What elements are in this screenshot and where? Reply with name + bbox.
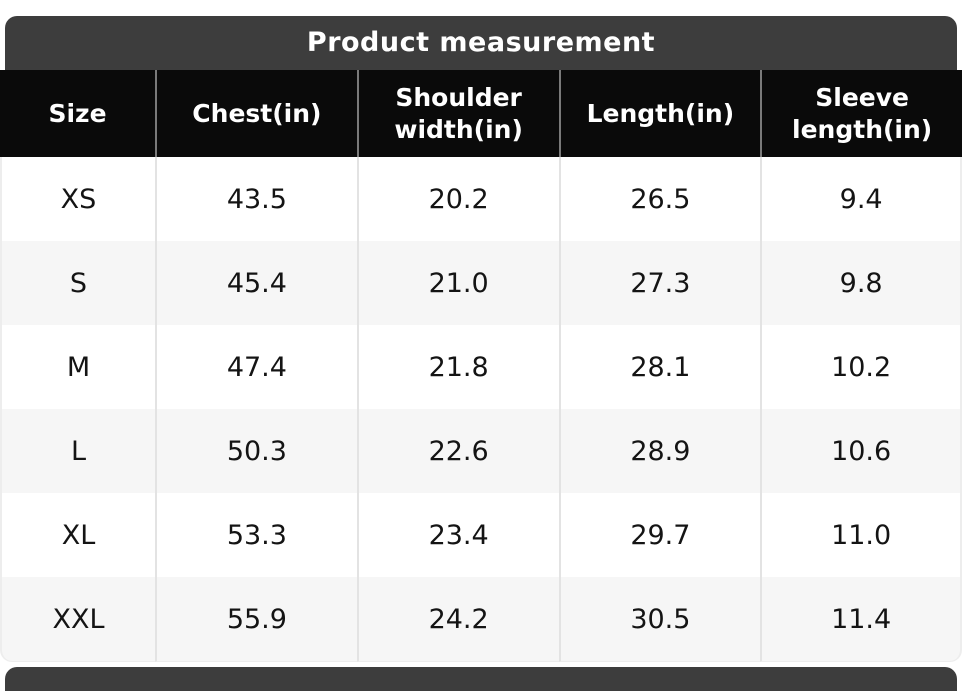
table-row: L 50.3 22.6 28.9 10.6 <box>0 409 962 493</box>
cell-chest-in: 53.3 <box>155 493 357 577</box>
cell-sleeve-length-in: 11.0 <box>760 493 962 577</box>
column-header-chest-in: Chest(in) <box>155 70 357 157</box>
cell-length-in: 28.1 <box>558 325 761 409</box>
column-header-sleeve-length-in: Sleeve length(in) <box>760 70 962 157</box>
table-row: S 45.4 21.0 27.3 9.8 <box>0 241 962 325</box>
cell-chest-in: 55.9 <box>155 577 357 662</box>
cell-shoulder-width-in: 23.4 <box>356 493 559 577</box>
cell-sleeve-length-in: 11.4 <box>760 577 962 662</box>
cell-sleeve-length-in: 10.2 <box>760 325 962 409</box>
cell-length-in: 30.5 <box>558 577 761 662</box>
cell-length-in: 26.5 <box>558 157 761 241</box>
table-row: XXL 55.9 24.2 30.5 11.4 <box>0 577 962 662</box>
table-title: Product measurement <box>5 16 957 70</box>
table-row: XS 43.5 20.2 26.5 9.4 <box>0 157 962 241</box>
cell-size: S <box>0 241 155 325</box>
cell-shoulder-width-in: 20.2 <box>356 157 559 241</box>
column-header-shoulder-width-in: Shoulder width(in) <box>356 70 559 157</box>
cell-sleeve-length-in: 9.4 <box>760 157 962 241</box>
column-header-length-in: Length(in) <box>558 70 761 157</box>
cell-chest-in: 47.4 <box>155 325 357 409</box>
cell-chest-in: 50.3 <box>155 409 357 493</box>
cell-sleeve-length-in: 10.6 <box>760 409 962 493</box>
table-row: M 47.4 21.8 28.1 10.2 <box>0 325 962 409</box>
next-section-title-bar-peek <box>5 667 957 691</box>
cell-size: XL <box>0 493 155 577</box>
cell-shoulder-width-in: 22.6 <box>356 409 559 493</box>
cell-length-in: 27.3 <box>558 241 761 325</box>
table-row: XL 53.3 23.4 29.7 11.0 <box>0 493 962 577</box>
table-body: XS 43.5 20.2 26.5 9.4 S 45.4 21.0 27.3 9.8 M 47.4 21… <box>0 157 962 662</box>
measurement-card: Product measurement Size Chest(in) Shoulde… <box>0 16 962 662</box>
cell-chest-in: 45.4 <box>155 241 357 325</box>
cell-size: M <box>0 325 155 409</box>
cell-size: L <box>0 409 155 493</box>
cell-size: XXL <box>0 577 155 662</box>
measurement-table: Size Chest(in) Shoulder width(in) Length(in… <box>0 70 962 662</box>
column-header-size: Size <box>0 70 155 157</box>
cell-length-in: 29.7 <box>558 493 761 577</box>
cell-shoulder-width-in: 21.0 <box>356 241 559 325</box>
cell-size: XS <box>0 157 155 241</box>
cell-shoulder-width-in: 24.2 <box>356 577 559 662</box>
cell-shoulder-width-in: 21.8 <box>356 325 559 409</box>
cell-chest-in: 43.5 <box>155 157 357 241</box>
header-row: Size Chest(in) Shoulder width(in) Length(in… <box>0 70 962 157</box>
cell-sleeve-length-in: 9.8 <box>760 241 962 325</box>
cell-length-in: 28.9 <box>558 409 761 493</box>
